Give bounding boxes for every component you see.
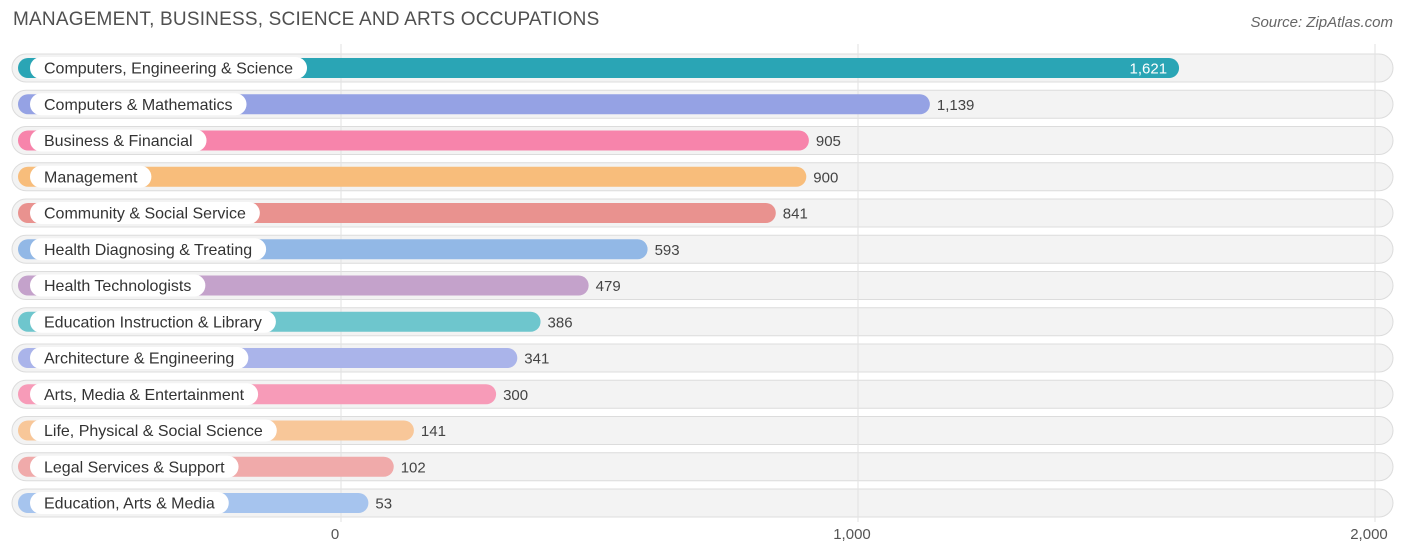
category-label-pill bbox=[30, 57, 308, 79]
bar bbox=[18, 58, 1180, 78]
category-label-pill bbox=[30, 165, 152, 188]
value-label: 300 bbox=[503, 387, 528, 404]
category-label: Computers, Engineering & Science bbox=[44, 61, 293, 78]
value-label: 141 bbox=[421, 423, 446, 440]
category-label-pill bbox=[30, 383, 259, 406]
category-label-pill bbox=[30, 419, 277, 442]
bar bbox=[18, 166, 807, 187]
category-label: Arts, Media & Entertainment bbox=[44, 387, 245, 404]
chart-title: MANAGEMENT, BUSINESS, SCIENCE AND ARTS O… bbox=[13, 9, 600, 30]
value-label: 386 bbox=[548, 314, 573, 331]
category-label: Health Technologists bbox=[44, 278, 191, 295]
value-label: 1,621 bbox=[1130, 61, 1168, 78]
value-label: 102 bbox=[401, 459, 426, 476]
category-label-pill bbox=[30, 202, 260, 224]
category-label: Community & Social Service bbox=[44, 206, 246, 223]
category-label: Health Diagnosing & Treating bbox=[44, 242, 252, 259]
bar bbox=[18, 94, 930, 115]
category-label-pill bbox=[30, 93, 247, 116]
tick-label: 1,000 bbox=[833, 526, 871, 543]
category-label-pill bbox=[30, 238, 267, 261]
value-label: 900 bbox=[813, 169, 838, 186]
category-label-pill bbox=[30, 274, 206, 297]
value-label: 1,139 bbox=[937, 97, 975, 114]
bar bbox=[18, 130, 809, 151]
category-label-pill bbox=[30, 347, 249, 369]
value-label: 905 bbox=[816, 133, 841, 150]
value-label: 593 bbox=[655, 242, 680, 259]
value-label: 841 bbox=[783, 206, 808, 223]
category-label-pill bbox=[30, 492, 229, 514]
chart-source: Source: ZipAtlas.com bbox=[1250, 14, 1393, 31]
tick-label: 0 bbox=[331, 526, 339, 543]
category-label-pill bbox=[30, 129, 207, 152]
category-label: Education, Arts & Media bbox=[44, 496, 215, 513]
category-label: Computers & Mathematics bbox=[44, 97, 233, 114]
category-label: Management bbox=[44, 169, 138, 186]
value-label: 53 bbox=[375, 496, 392, 513]
category-label: Architecture & Engineering bbox=[44, 351, 234, 368]
category-label-pill bbox=[30, 455, 239, 478]
category-label: Business & Financial bbox=[44, 133, 193, 150]
value-label: 341 bbox=[524, 351, 549, 368]
category-label-pill bbox=[30, 310, 276, 333]
bars: Computers, Engineering & Science 1,621 Com… bbox=[18, 57, 1180, 514]
value-label: 479 bbox=[596, 278, 621, 295]
category-label: Life, Physical & Social Science bbox=[44, 423, 263, 440]
category-label: Education Instruction & Library bbox=[44, 314, 262, 331]
category-label: Legal Services & Support bbox=[44, 459, 225, 476]
tick-label: 2,000 bbox=[1350, 526, 1388, 543]
x-axis-ticks: 0 1,000 2,000 bbox=[331, 526, 1388, 543]
